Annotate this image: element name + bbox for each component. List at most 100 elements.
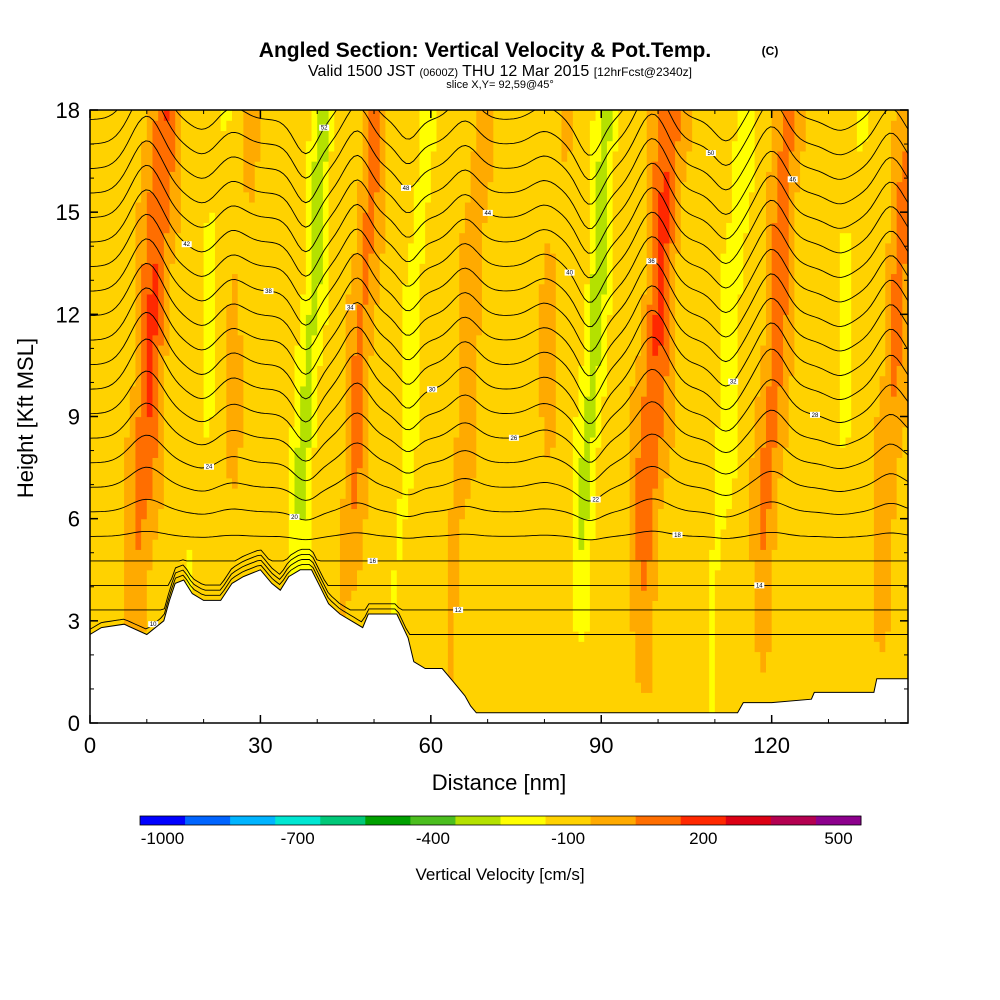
w-cell — [396, 498, 404, 561]
w-cell — [152, 120, 159, 264]
w-cell — [374, 304, 381, 723]
theta-contour-label: 48 — [401, 184, 411, 192]
w-cell — [709, 110, 716, 550]
svg-text:18: 18 — [674, 533, 681, 539]
w-cell — [760, 344, 767, 448]
w-cell — [538, 283, 546, 418]
w-cell — [743, 110, 750, 234]
w-cell — [879, 110, 886, 377]
colorbar-swatch — [455, 816, 501, 825]
w-cell — [214, 110, 222, 723]
w-cell — [595, 365, 602, 448]
svg-text:14: 14 — [756, 583, 763, 589]
w-cell — [322, 324, 330, 723]
w-cell — [902, 150, 908, 264]
w-cell — [266, 110, 273, 723]
w-cell — [635, 110, 642, 356]
w-cell — [470, 110, 477, 152]
theta-contour-label: 50 — [705, 150, 716, 157]
w-cell — [311, 110, 318, 162]
w-cell — [646, 110, 653, 305]
w-cell — [748, 110, 756, 193]
w-cell — [175, 232, 182, 723]
w-cell — [419, 263, 426, 723]
w-cell — [828, 110, 835, 723]
w-cell — [635, 559, 642, 683]
w-cell — [720, 110, 727, 254]
y-tick-label: 9 — [68, 405, 80, 430]
w-cell — [890, 120, 898, 275]
svg-text:20: 20 — [291, 515, 298, 521]
theta-contour-label: 44 — [482, 209, 493, 217]
w-cell — [890, 396, 898, 520]
w-cell — [481, 222, 489, 723]
w-cell — [197, 110, 205, 723]
theta-contour — [90, 113, 908, 205]
w-cell — [464, 110, 472, 203]
w-cell — [220, 130, 227, 723]
w-cell — [345, 293, 352, 601]
w-cell — [158, 110, 165, 346]
w-cell — [601, 110, 608, 295]
w-cell — [538, 416, 546, 723]
w-cell — [584, 631, 591, 723]
w-cell — [862, 110, 869, 142]
svg-text:32: 32 — [730, 380, 737, 386]
w-cell — [771, 110, 778, 223]
w-cell — [578, 641, 585, 723]
w-cell — [595, 161, 602, 367]
w-cell — [555, 110, 563, 723]
w-cell — [334, 110, 341, 612]
w-cell — [896, 110, 903, 183]
w-cell — [697, 110, 705, 723]
w-cell — [658, 344, 665, 438]
w-cell — [368, 110, 375, 254]
svg-text:50: 50 — [708, 151, 715, 157]
w-cell — [249, 201, 256, 723]
colorbar-swatch — [500, 816, 547, 825]
w-cell — [322, 110, 330, 162]
w-cell — [737, 110, 744, 295]
w-cell — [294, 447, 301, 520]
y-tick-label: 3 — [68, 609, 80, 634]
w-cell — [777, 150, 784, 387]
w-cell — [226, 304, 233, 479]
w-cell — [765, 508, 773, 653]
w-cell — [896, 181, 903, 367]
w-cell — [453, 110, 460, 438]
colorbar: -1000 -700 -400 -100 200 500 — [139, 815, 862, 848]
w-cell — [226, 120, 233, 305]
w-cell — [203, 110, 210, 223]
w-cell — [652, 600, 659, 723]
w-cell — [765, 110, 773, 172]
w-cell — [152, 263, 159, 336]
x-tick-label: 60 — [419, 733, 443, 758]
w-cell — [663, 110, 671, 172]
terrain-mask — [89, 569, 909, 724]
w-cell — [311, 334, 318, 448]
w-cell — [589, 120, 597, 275]
w-cell — [146, 293, 154, 418]
subtitle-valid: Valid 1500 JST — [308, 63, 416, 80]
colorbar-tick-label: -100 — [551, 829, 585, 848]
theta-contour — [90, 401, 908, 463]
w-cell — [300, 293, 307, 387]
w-cell — [760, 671, 767, 723]
w-cell — [271, 110, 279, 723]
w-cell — [771, 222, 778, 448]
w-cell — [584, 110, 591, 285]
w-cell — [141, 518, 148, 632]
svg-text:22: 22 — [592, 498, 599, 504]
w-cell — [561, 110, 568, 162]
w-cell — [760, 110, 767, 346]
w-cell — [107, 110, 114, 723]
theta-contour — [90, 236, 908, 328]
w-cell — [402, 518, 409, 723]
w-cell — [748, 559, 756, 723]
w-cell — [413, 110, 421, 183]
w-cell — [726, 222, 733, 510]
w-cell — [141, 140, 148, 264]
svg-text:42: 42 — [183, 242, 190, 248]
w-cell — [612, 110, 619, 152]
colorbar-swatch — [770, 816, 817, 825]
